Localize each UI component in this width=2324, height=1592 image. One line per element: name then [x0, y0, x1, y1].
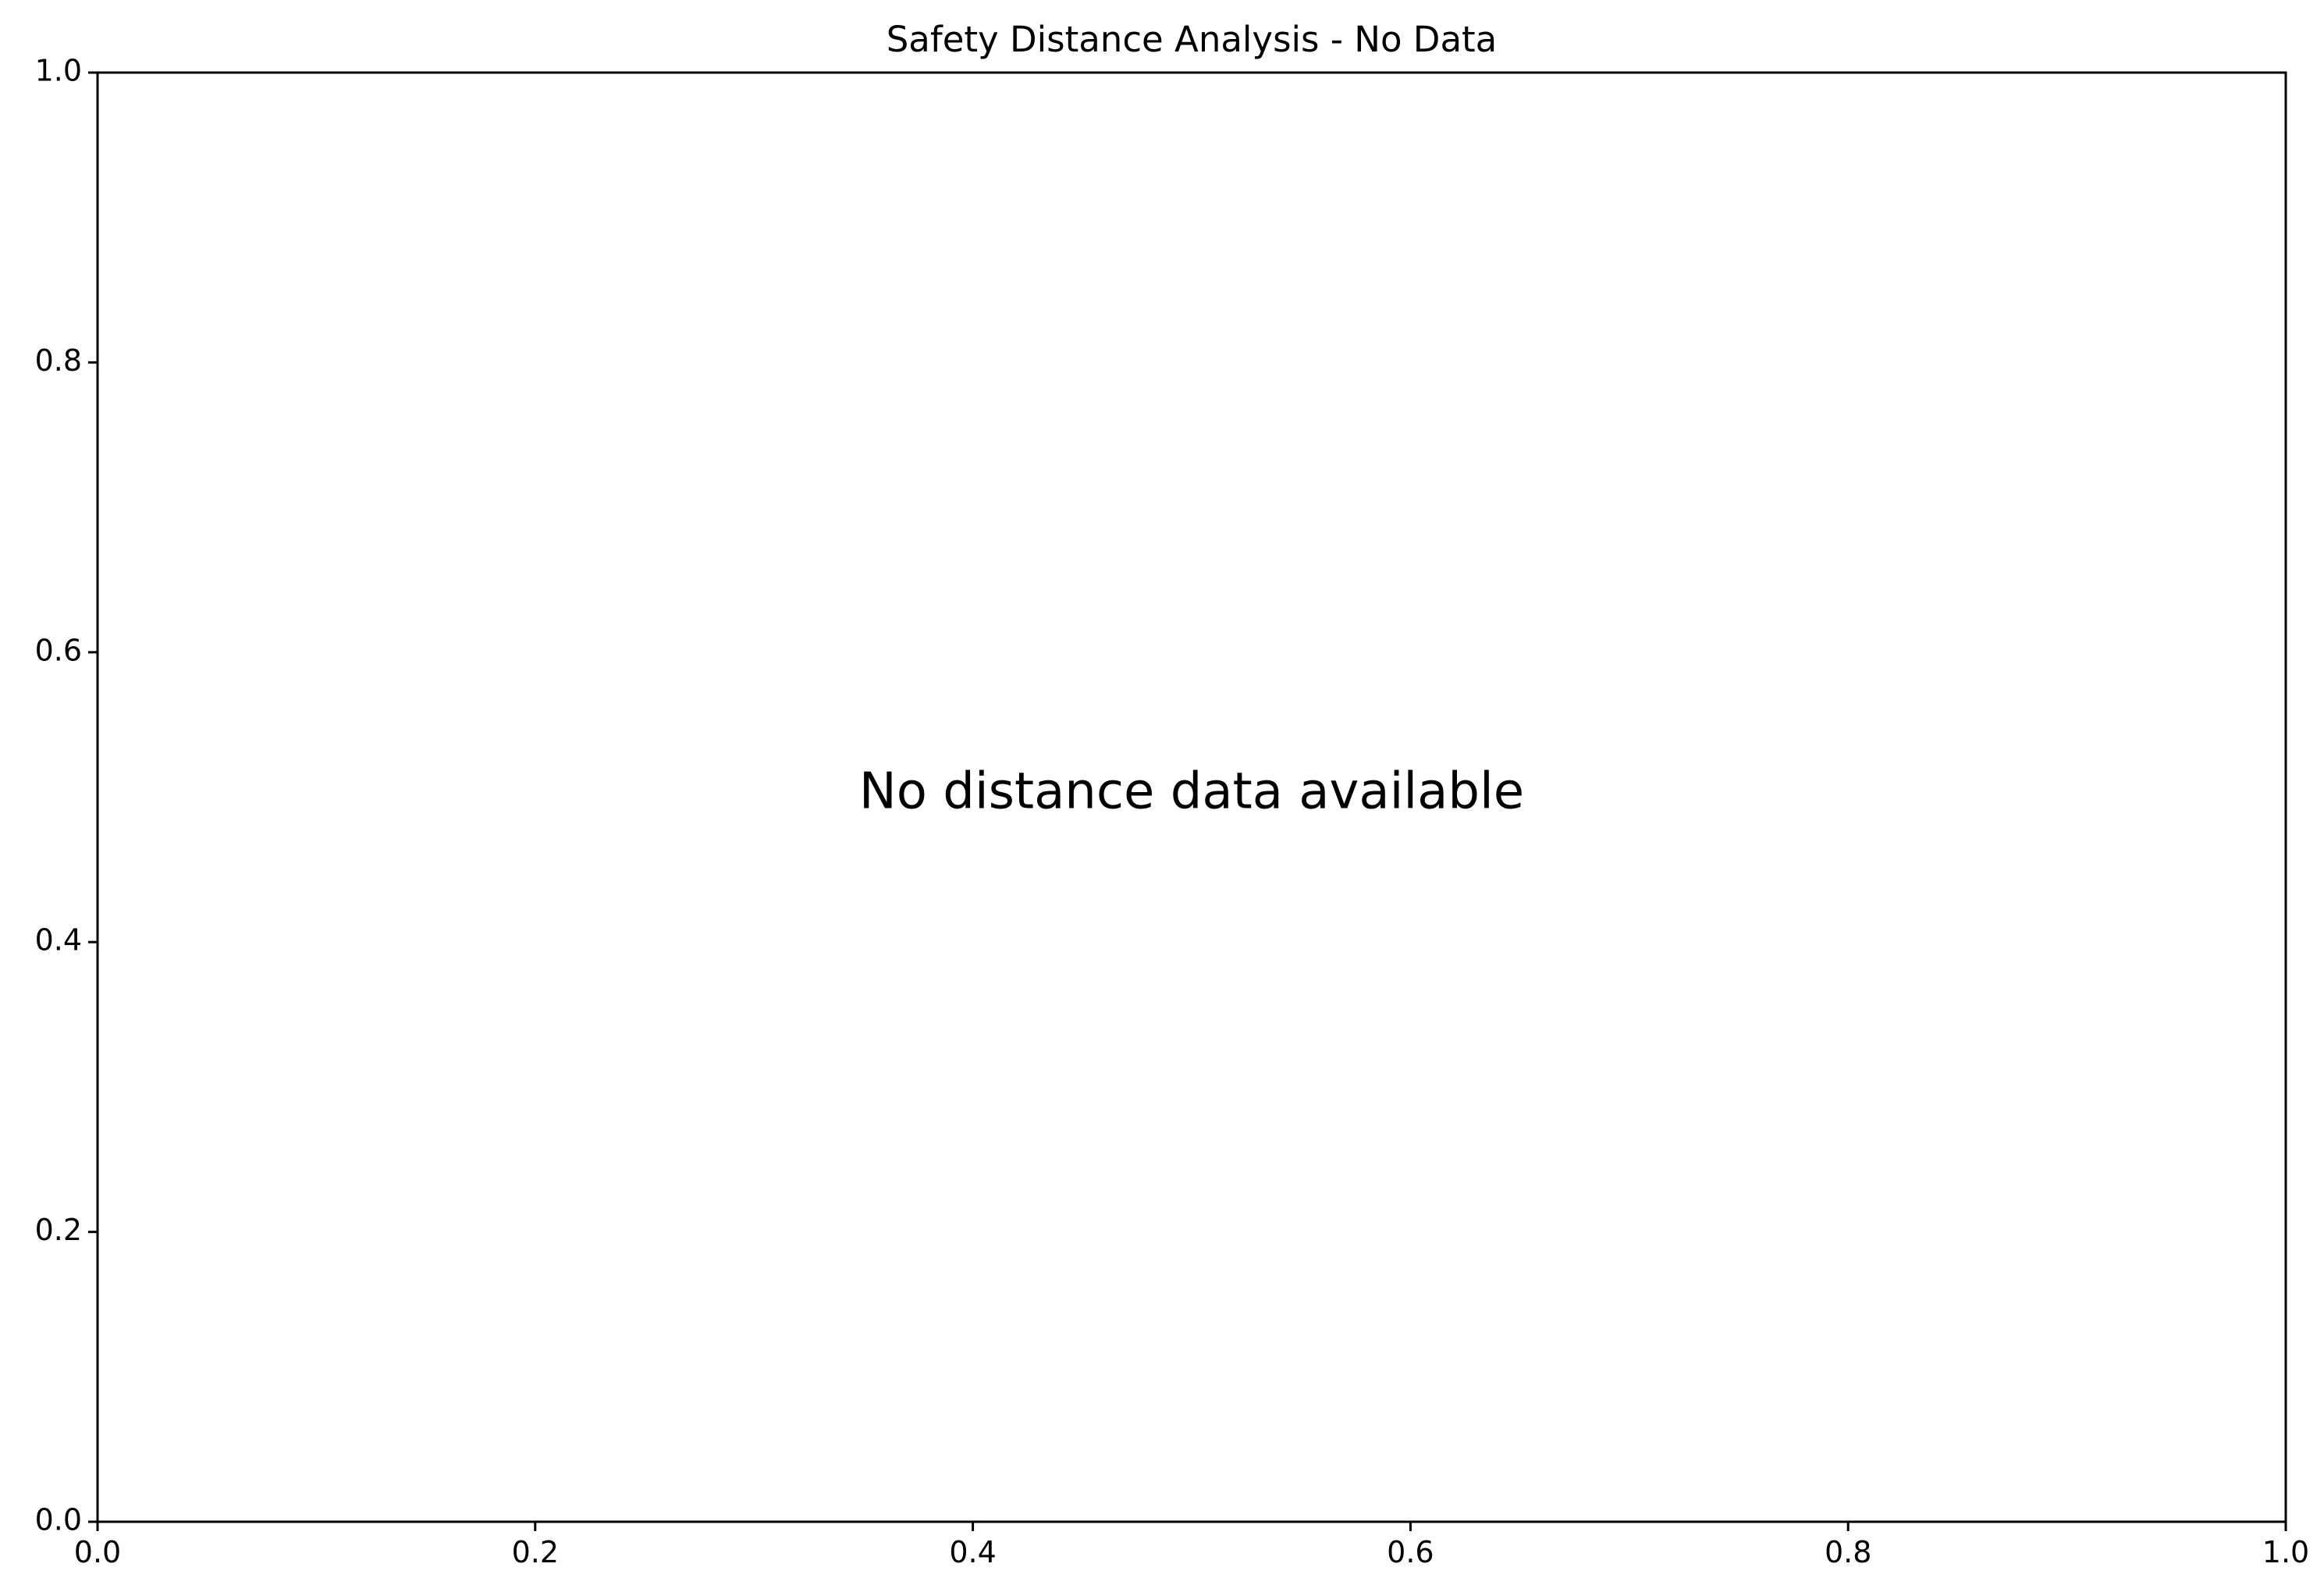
x-tick-label: 0.8 — [1825, 1535, 1871, 1569]
no-data-annotation: No distance data available — [859, 763, 1524, 821]
x-tick-label: 0.6 — [1387, 1535, 1434, 1569]
x-axis: 0.0 0.2 0.4 0.6 0.8 1.0 — [74, 1522, 2309, 1569]
y-axis: 0.0 0.2 0.4 0.6 0.8 1.0 — [35, 54, 98, 1537]
y-tick-label: 0.8 — [35, 343, 82, 378]
x-tick-label: 0.0 — [74, 1535, 121, 1569]
x-tick-label: 1.0 — [2262, 1535, 2309, 1569]
chart-title: Safety Distance Analysis - No Data — [887, 19, 1498, 60]
x-tick-label: 0.2 — [512, 1535, 559, 1569]
plot-frame — [96, 71, 2287, 1523]
x-tick-label: 0.4 — [949, 1535, 996, 1569]
y-tick-label: 0.2 — [35, 1213, 82, 1247]
y-tick-label: 1.0 — [35, 54, 82, 88]
y-tick-label: 0.6 — [35, 633, 82, 667]
y-tick-label: 0.4 — [35, 923, 82, 958]
y-tick-label: 0.0 — [35, 1503, 82, 1537]
